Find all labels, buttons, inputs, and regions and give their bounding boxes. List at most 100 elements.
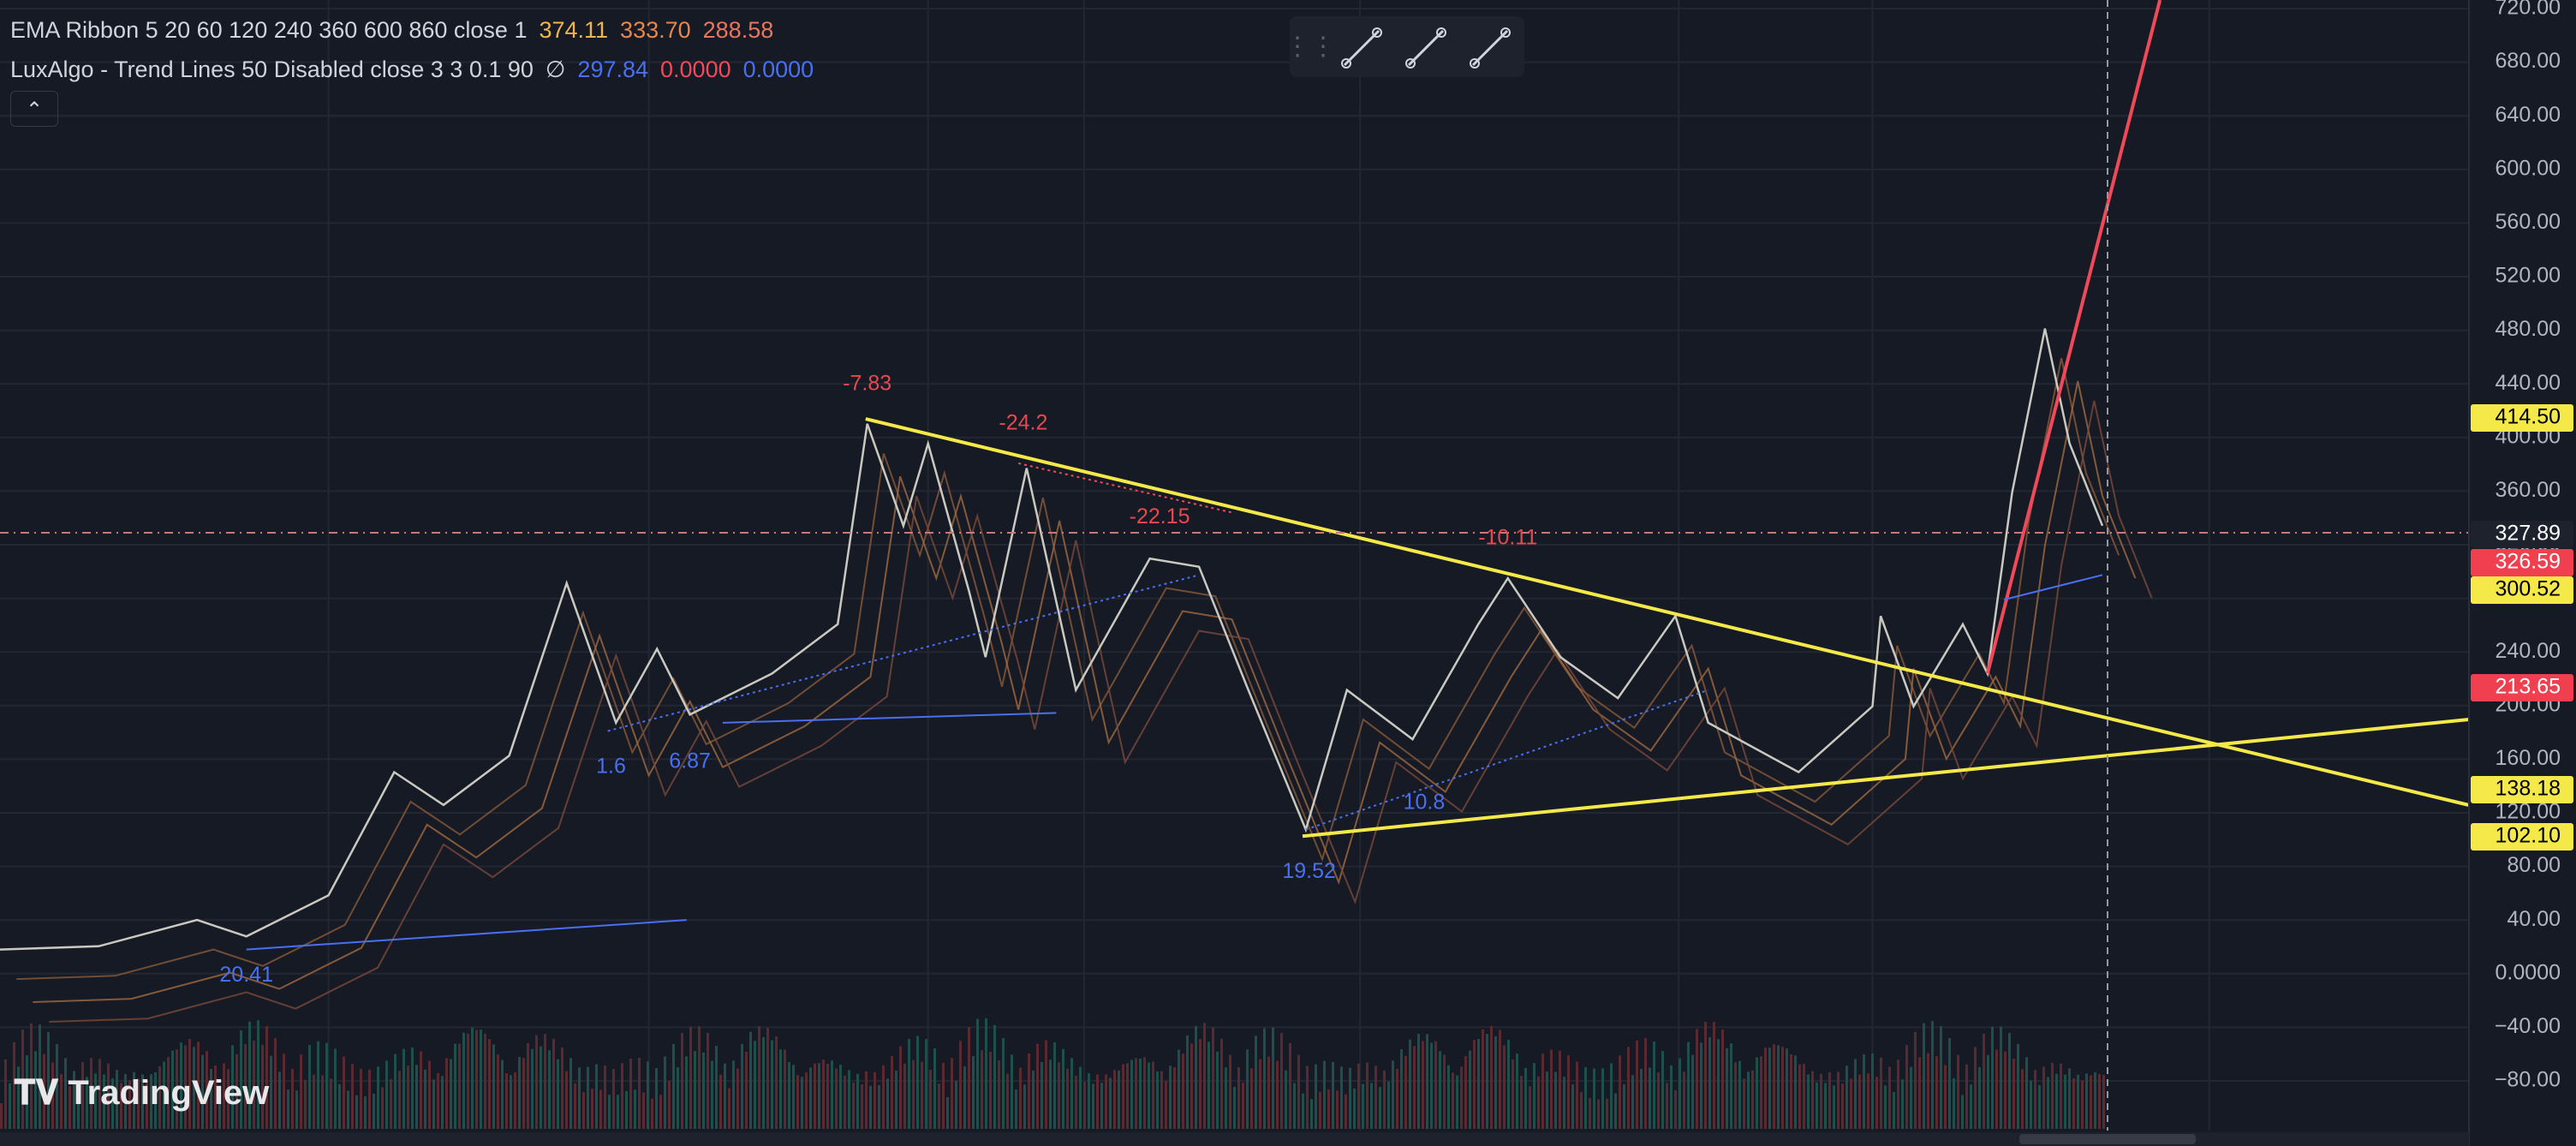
volume-bar [1593,1068,1595,1129]
volume-bar [193,1047,195,1129]
volume-bar [565,1071,568,1129]
volume-bar [1661,1051,1664,1129]
volume-bar [1541,1053,1544,1129]
volume-bar [1160,1071,1163,1129]
price-badge [2471,549,2573,576]
volume-bar [1242,1083,1244,1129]
volume-bar [1923,1023,1925,1129]
volume-bar [1965,1064,1968,1129]
price-badge-label: 327.89 [2496,522,2561,546]
volume-bar [1614,1093,1617,1129]
ray-tool[interactable] [1405,27,1446,69]
volume-bar [1623,1084,1625,1129]
volume-bar [544,1034,546,1129]
volume-bar [321,1075,324,1129]
volume-bar [1434,1041,1437,1129]
volume-bar [1717,1039,1720,1129]
volume-bar [839,1065,842,1129]
volume-bar [488,1039,491,1129]
ema-label: EMA Ribbon 5 20 60 120 240 360 600 860 c… [10,17,528,43]
volume-bar [1563,1077,1565,1129]
volume-bar [1156,1071,1159,1129]
volume-bar [4,1059,7,1129]
volume-bar [925,1039,927,1129]
volume-bar [458,1043,461,1129]
volume-bar [253,1041,255,1129]
volume-bar [1066,1068,1069,1129]
volume-bar [1953,1077,1955,1129]
luxalgo-values: 297.84 0.0000 0.0000 [565,57,814,82]
volume-bar [270,1055,272,1129]
volume-bar [295,1090,298,1129]
volume-bar [1143,1057,1146,1129]
volume-bar [47,1031,50,1129]
volume-bar [784,1049,786,1129]
volume-bar [2030,1080,2032,1129]
time-scrollbar-thumb [2019,1134,2196,1144]
volume-bar [1875,1077,1878,1129]
volume-bar [1816,1082,1818,1129]
volume-bar [788,1061,790,1129]
volume-bar [231,1045,234,1129]
tradingview-logo: 𝐓𝐕 TradingView [14,1074,269,1113]
volume-bar [891,1055,893,1129]
volume-bar [1015,1089,1017,1129]
volume-bar [1674,1089,1677,1129]
volume-bar [574,1083,576,1129]
collapse-legend-button[interactable]: ⌃ [10,91,58,127]
volume-bar [492,1044,495,1129]
volume-bar [1088,1072,1090,1129]
volume-bar [158,1065,161,1129]
brush-tool[interactable] [1470,27,1511,69]
ema-ribbon-line [16,357,2120,981]
ema-values: 374.11 333.70 288.58 [527,17,773,43]
luxalgo-symbol: ∅ [545,57,566,82]
volume-bar [2038,1084,2041,1129]
volume-bar [899,1046,902,1129]
volume-bar [330,1078,332,1129]
volume-bar [1267,1056,1270,1129]
price-tick-label: −40.00 [2495,1014,2561,1038]
tool-icon [1372,27,1382,38]
volume-bar [338,1083,341,1129]
volume-bar [445,1058,448,1129]
volume-bar [17,1066,20,1129]
volume-bar [415,1065,418,1129]
volume-bar [1597,1099,1600,1129]
volume-bar [668,1080,671,1129]
volume-bar [240,1030,242,1129]
volume-bar [728,1088,730,1129]
volume-bar [775,1036,778,1129]
volume-bar [1743,1078,1745,1129]
trend-line [722,712,1057,724]
volume-bar [1216,1051,1219,1129]
volume-bar [377,1066,379,1129]
volume-bar [895,1071,897,1129]
volume-bar [557,1059,559,1129]
volume-bar [1524,1067,1527,1129]
trend-line-tool[interactable] [1341,27,1382,69]
volume-bar [814,1063,816,1129]
volume-bar [1901,1079,1904,1129]
volume-bar [835,1068,838,1129]
volume-bar [1422,1041,1424,1129]
volume-bar [1357,1063,1360,1129]
volume-bar [1777,1045,1780,1129]
volume-bar [1122,1064,1124,1129]
volume-bar [317,1041,319,1129]
volume-bar [1653,1042,1655,1129]
volume-bar [1948,1038,1951,1129]
volume-bar [1610,1063,1613,1129]
volume-bar [325,1042,328,1129]
volume-bar [1058,1062,1060,1129]
volume-bar [587,1066,589,1129]
volume-bar [432,1079,435,1129]
volume-bar [1023,1084,1026,1129]
volume-bar [1490,1025,1493,1129]
volume-bar [77,1085,80,1129]
volume-bar [248,1021,251,1129]
volume-bar [1486,1034,1488,1129]
volume-bar [1464,1056,1467,1129]
volume-bar [390,1078,392,1129]
volume-bar [1644,1038,1647,1129]
